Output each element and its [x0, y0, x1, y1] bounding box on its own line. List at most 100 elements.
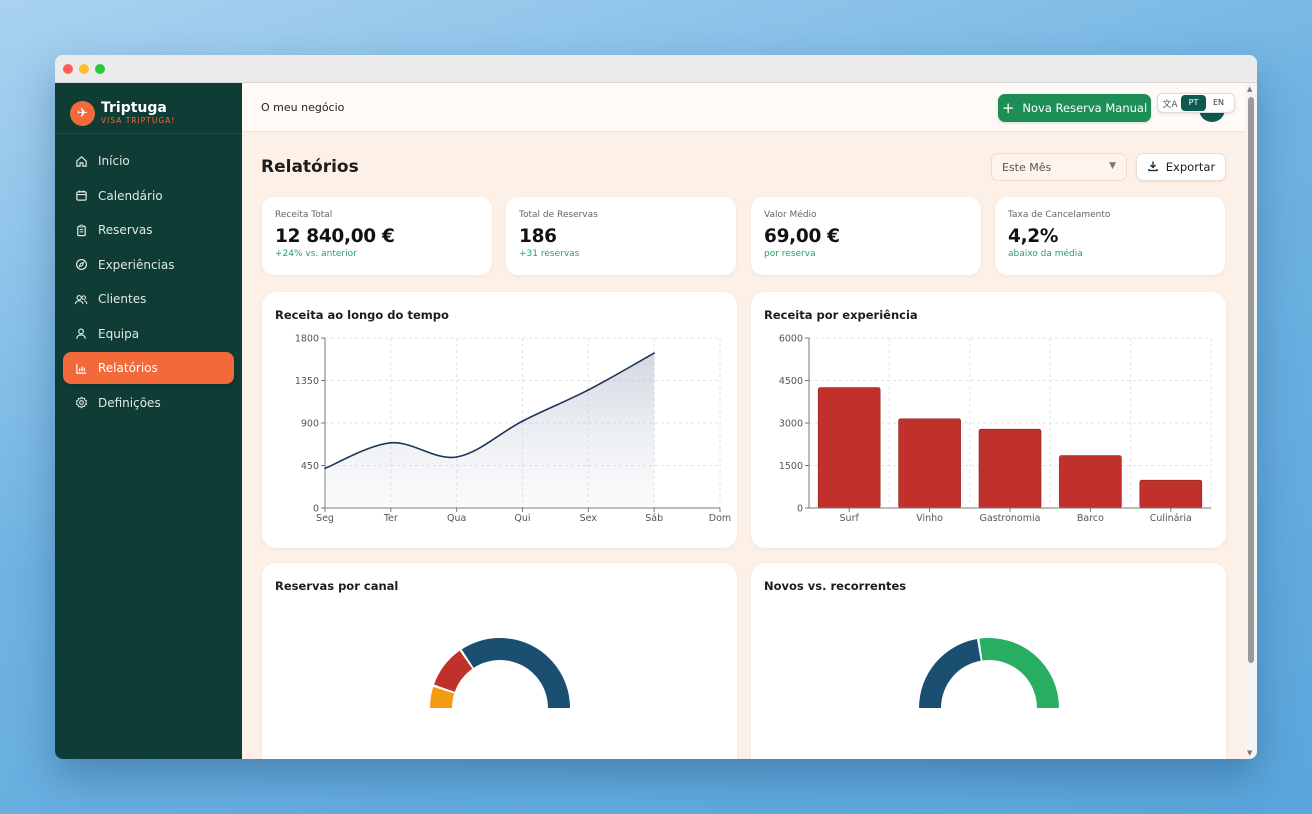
- y-tick-label: 4500: [779, 376, 803, 387]
- sidebar-item-calendario[interactable]: Calendário: [63, 180, 234, 212]
- x-tick-label: Sáb: [645, 513, 663, 524]
- data-point: [653, 352, 655, 354]
- y-tick-label: 3000: [779, 419, 803, 430]
- new-vs-returning-chart: [919, 638, 1059, 708]
- data-point: [455, 456, 458, 458]
- y-tick-label: 0: [313, 504, 319, 515]
- sidebar-item-label: Equipa: [98, 326, 140, 341]
- revenue-by-experience-chart: 0 1500 3000 4500 6000 Surf Vinho Gastronomia Bar…: [779, 334, 1212, 524]
- browser-window: ✈ Triptuga VISA TRIPTUGA! Início Calendá…: [55, 55, 1257, 759]
- kpi-label: Valor Médio: [764, 210, 817, 220]
- x-tick-label: Surf: [840, 513, 860, 524]
- brand-name: Triptuga: [101, 100, 167, 116]
- y-tick-label: 1350: [295, 376, 319, 387]
- sidebar-item-label: Definições: [98, 395, 161, 410]
- scroll-down-icon[interactable]: ▼: [1247, 749, 1253, 757]
- x-tick-label: Culinária: [1150, 513, 1192, 524]
- sidebar-item-relatorios[interactable]: Relatórios: [63, 352, 234, 384]
- translate-icon: 文A: [1162, 99, 1178, 110]
- revenue-line: [324, 352, 655, 470]
- data-point: [324, 467, 326, 470]
- kpi-trend: abaixo da média: [1008, 249, 1083, 259]
- download-icon: [1147, 160, 1159, 175]
- maximize-window-button[interactable]: [95, 64, 105, 74]
- settings-icon: [74, 396, 88, 410]
- kpi-value: 69,00 €: [764, 226, 840, 247]
- donut-slice: [434, 650, 473, 692]
- language-switcher: 文A PT EN: [1157, 93, 1235, 113]
- sidebar-item-label: Experiências: [98, 257, 175, 272]
- y-tick-label: 1500: [779, 461, 803, 472]
- close-window-button[interactable]: [63, 64, 73, 74]
- revenue-area: [325, 353, 655, 508]
- x-tick-label: Vinho: [916, 513, 943, 524]
- donut-slice: [919, 639, 981, 708]
- sidebar-item-experiencias[interactable]: Experiências: [63, 249, 234, 281]
- sidebar-nav: Início Calendário Reservas Experiências …: [63, 145, 234, 421]
- x-tick-label: Ter: [383, 513, 398, 524]
- sidebar-item-label: Clientes: [98, 292, 147, 306]
- scroll-up-icon[interactable]: ▲: [1247, 85, 1253, 93]
- card-title: Receita por experiência: [764, 308, 918, 322]
- bookings-by-channel-card: Reservas por canal: [262, 563, 737, 759]
- kpi-value: 186: [519, 226, 557, 247]
- donut-slice: [430, 686, 455, 708]
- donut-slice: [979, 638, 1059, 708]
- sidebar-item-label: Relatórios: [98, 361, 158, 375]
- language-option-pt[interactable]: PT: [1181, 95, 1206, 111]
- donut-slice: [461, 638, 570, 708]
- compass-icon: [74, 258, 88, 272]
- language-option-en[interactable]: EN: [1212, 98, 1225, 107]
- sidebar-item-label: Reservas: [98, 223, 153, 237]
- clipboard-icon: [74, 223, 88, 237]
- x-tick-label: Qui: [514, 513, 530, 524]
- y-tick-label: 900: [301, 419, 319, 430]
- topbar: O meu negócio + Nova Reserva Manual 文A P…: [242, 83, 1245, 132]
- new-manual-booking-button[interactable]: + Nova Reserva Manual: [998, 94, 1151, 122]
- bookings-by-channel-chart: [430, 638, 570, 708]
- sidebar-item-definicoes[interactable]: Definições: [63, 387, 234, 419]
- divider: [55, 133, 242, 134]
- bar: [817, 387, 881, 509]
- sidebar-item-clientes[interactable]: Clientes: [63, 283, 234, 315]
- business-name: O meu negócio: [261, 101, 345, 114]
- chevron-down-icon: ▼: [1109, 161, 1116, 171]
- y-tick-label: 6000: [779, 334, 803, 345]
- kpi-label: Receita Total: [275, 210, 333, 220]
- y-tick-label: 450: [301, 461, 319, 472]
- kpi-card-average: Valor Médio 69,00 € por reserva: [751, 197, 981, 275]
- sidebar-item-reservas[interactable]: Reservas: [63, 214, 234, 246]
- period-select[interactable]: Este Mês ▼: [991, 153, 1127, 181]
- users-icon: [74, 292, 88, 306]
- plus-icon: +: [1001, 98, 1015, 117]
- brand-tagline: VISA TRIPTUGA!: [101, 116, 176, 125]
- kpi-card-revenue: Receita Total 12 840,00 € +24% vs. anter…: [262, 197, 492, 275]
- new-booking-label: Nova Reserva Manual: [1022, 101, 1148, 115]
- y-tick-label: 0: [797, 504, 803, 515]
- y-tick-label: 1800: [295, 334, 319, 345]
- data-point: [587, 389, 590, 391]
- data-point: [390, 442, 392, 444]
- sidebar-item-inicio[interactable]: Início: [63, 145, 234, 177]
- minimize-window-button[interactable]: [79, 64, 89, 74]
- user-icon: [74, 327, 88, 341]
- period-select-value: Este Mês: [1002, 160, 1052, 174]
- kpi-trend: +31 reservas: [519, 249, 580, 259]
- sidebar-item-equipa[interactable]: Equipa: [63, 318, 234, 350]
- scrollbar[interactable]: ▲ ▼: [1245, 83, 1257, 759]
- home-icon: [74, 154, 88, 168]
- scrollbar-thumb[interactable]: [1248, 97, 1254, 663]
- window-titlebar: [55, 55, 1257, 83]
- x-tick-label: Sex: [580, 513, 598, 524]
- card-title: Receita ao longo do tempo: [275, 308, 449, 322]
- kpi-value: 12 840,00 €: [275, 226, 395, 247]
- revenue-over-time-card: 0 450 900 1350 1800 Seg Ter Qua Qui Sex Sáb Dom Rec…: [262, 292, 737, 548]
- brand[interactable]: ✈ Triptuga VISA TRIPTUGA!: [70, 95, 175, 131]
- logo-icon: ✈: [70, 100, 95, 126]
- main-content: O meu negócio + Nova Reserva Manual 文A P…: [242, 83, 1245, 759]
- export-button[interactable]: Exportar: [1136, 153, 1226, 181]
- sidebar-item-label: Início: [98, 154, 130, 168]
- revenue-by-experience-card: 0 1500 3000 4500 6000 Surf Vinho Gastronomia Bar…: [751, 292, 1226, 548]
- data-point: [521, 420, 524, 422]
- revenue-over-time-chart: 0 450 900 1350 1800 Seg Ter Qua Qui Sex Sáb Dom: [295, 334, 731, 525]
